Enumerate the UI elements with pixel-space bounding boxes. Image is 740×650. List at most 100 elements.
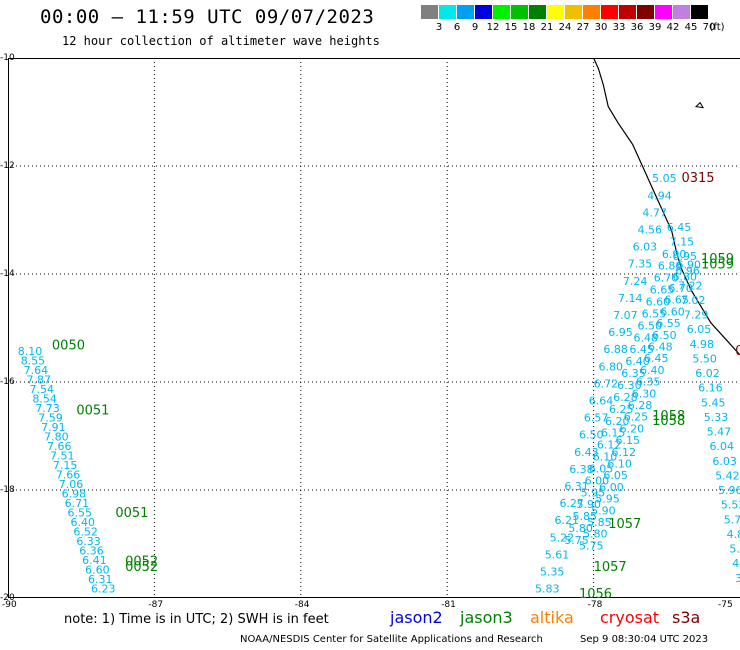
legend-label: 21 <box>540 22 554 33</box>
time-label: 1058 <box>652 414 685 429</box>
inner-track-label: 6.10 <box>607 458 632 471</box>
track-b-label: 6.31 <box>564 480 589 493</box>
track-a-label: 8.54 <box>32 393 57 406</box>
track-a-label: 7.15 <box>53 459 77 472</box>
time-label: 0051 <box>76 403 109 418</box>
time-label: 0314 <box>735 344 740 359</box>
track-b-label: 4.94 <box>647 189 672 202</box>
track-a-label: 7.80 <box>44 431 69 444</box>
track-b-label: 6.57 <box>584 412 609 425</box>
track-a-label: 7.59 <box>38 412 63 425</box>
track-c-label: 6.04 <box>710 440 735 453</box>
time-label: 0052 <box>125 555 158 570</box>
legend-swatch <box>637 5 655 19</box>
track-b-label: 4.56 <box>638 224 663 237</box>
inner-track-label: 6.60 <box>660 305 685 318</box>
track-c-label: 6.95 <box>672 250 697 263</box>
island-outline <box>695 101 705 109</box>
track-a-label: 6.55 <box>68 507 93 520</box>
inner-track-label: 6.25 <box>624 411 649 424</box>
map-frame <box>8 58 740 598</box>
legend-swatch <box>547 5 565 19</box>
inner-track-label: 6.70 <box>654 272 679 285</box>
inner-track-label: 6.48 <box>633 331 658 344</box>
inner-track-label: 6.50 <box>652 329 677 342</box>
track-b-label: 6.03 <box>633 241 658 254</box>
track-a-label: 6.41 <box>82 554 107 567</box>
inner-track-label: 5.80 <box>568 522 593 535</box>
legend-swatch <box>439 5 457 19</box>
map-subtitle: 12 hour collection of altimeter wave hei… <box>62 34 380 48</box>
legend-swatch <box>655 5 673 19</box>
legend-swatch <box>601 5 619 19</box>
track-a-label: 8.10 <box>18 345 43 358</box>
lon-tick-label: -87 <box>148 600 164 610</box>
track-c-label: 4.4 <box>732 557 740 570</box>
track-a-label: 8.55 <box>21 355 46 368</box>
legend-label: 6 <box>453 22 461 33</box>
track-b-label: 6.43 <box>574 446 599 459</box>
track-a-label: 7.51 <box>50 450 75 463</box>
inner-track-label: 6.45 <box>644 352 669 365</box>
inner-track-label: 6.65 <box>664 294 689 307</box>
legend-swatch <box>619 5 637 19</box>
track-c-label: 6.45 <box>667 221 692 234</box>
track-a-label: 7.87 <box>27 374 51 387</box>
satellite-jason2: jason2 <box>390 608 443 627</box>
legend-label: 27 <box>576 22 590 33</box>
inner-track-label: 6.40 <box>640 364 665 377</box>
inner-track-label: 5.85 <box>572 510 597 523</box>
map-canvas: 8.108.557.647.877.548.547.737.597.917.80… <box>8 58 740 598</box>
inner-track-label: 6.20 <box>620 422 645 435</box>
track-c-label: 7.29 <box>684 309 709 322</box>
time-label: 1059 <box>701 258 734 273</box>
track-a-label: 7.06 <box>59 478 84 491</box>
inner-track-label: 6.45 <box>629 343 654 356</box>
track-c-label: 5.33 <box>704 411 729 424</box>
legend-label: 33 <box>612 22 626 33</box>
credit-line: NOAA/NESDIS Center for Satellite Applica… <box>240 634 543 645</box>
inner-track-label: 6.12 <box>597 439 622 452</box>
inner-track-label: 6.55 <box>642 307 667 320</box>
track-b-label: 6.80 <box>598 360 623 373</box>
lat-tick-label: -10 <box>0 53 15 63</box>
track-b-label: 5.83 <box>535 583 560 596</box>
inner-track-label: 6.60 <box>646 296 671 309</box>
inner-track-label: 5.95 <box>595 493 620 506</box>
inner-track-label: 5.80 <box>583 528 608 541</box>
inner-track-label: 6.70 <box>668 282 693 295</box>
legend-swatch <box>583 5 601 19</box>
satellite-s3a: s3a <box>672 608 701 627</box>
inner-track-label: 6.90 <box>677 259 702 272</box>
legend-label: 45 <box>684 22 698 33</box>
legend-swatch <box>673 5 691 19</box>
satellite-jason3: jason3 <box>460 608 513 627</box>
coastline <box>593 58 740 356</box>
legend-swatch <box>457 5 475 19</box>
track-a-label: 6.71 <box>65 497 90 510</box>
inner-track-label: 6.15 <box>601 427 626 440</box>
lat-tick-label: -12 <box>0 161 15 171</box>
inner-track-label: 6.48 <box>648 341 673 354</box>
inner-track-label: 6.28 <box>628 399 653 412</box>
track-b-label: 5.05 <box>652 172 677 185</box>
track-c-label: 5.52 <box>721 499 740 512</box>
time-label: 0052 <box>125 560 158 575</box>
track-c-label: 5.42 <box>715 469 740 482</box>
inner-track-label: 6.80 <box>672 270 697 283</box>
inner-track-label: 5.75 <box>579 539 604 552</box>
inner-track-label: 6.15 <box>616 434 641 447</box>
track-a-label: 7.66 <box>47 440 72 453</box>
inner-track-label: 6.65 <box>650 284 675 297</box>
generated-timestamp: Sep 9 08:30:04 UTC 2023 <box>580 634 709 645</box>
inner-track-label: 6.00 <box>585 474 610 487</box>
inner-track-label: 6.35 <box>636 376 661 389</box>
track-b-label: 5.35 <box>540 566 565 579</box>
track-a-label: 6.60 <box>85 564 110 577</box>
track-c-label: 5.71 <box>724 513 740 526</box>
inner-track-label: 6.10 <box>593 451 618 464</box>
track-b-label: 7.24 <box>623 275 648 288</box>
inner-track-label: 5.90 <box>577 498 602 511</box>
time-label: 0050 <box>52 339 85 354</box>
legend-label: 70 <box>702 22 716 33</box>
